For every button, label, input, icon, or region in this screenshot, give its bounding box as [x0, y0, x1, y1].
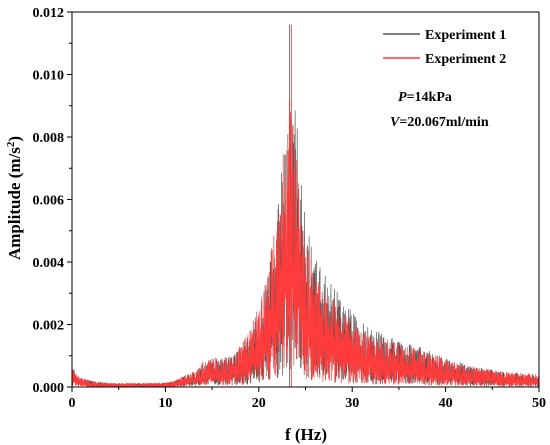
x-tick-label: 10 — [158, 396, 172, 411]
annotation-pressure-value: =14kPa — [407, 90, 452, 105]
y-axis-title-main: Amplitude (m/s — [5, 147, 24, 260]
legend: Experiment 1 Experiment 2 — [383, 28, 506, 67]
legend-label-1: Experiment 1 — [425, 28, 506, 43]
y-axis-title-sup: 2 — [5, 141, 17, 147]
y-tick-label: 0.000 — [33, 381, 65, 396]
annotation-pressure-var: P — [398, 90, 407, 105]
x-tick-label: 30 — [345, 396, 359, 411]
x-tick-label: 50 — [532, 396, 546, 411]
y-tick-label: 0.004 — [33, 256, 65, 271]
y-tick-label: 0.010 — [33, 69, 65, 84]
y-tick-label: 0.006 — [33, 194, 65, 209]
x-tick-label: 20 — [252, 396, 266, 411]
series-2-line — [71, 98, 540, 388]
plot-frame — [71, 11, 540, 388]
y-axis-title: Amplitude (m/s2) — [5, 136, 24, 260]
y-tick-label: 0.002 — [33, 319, 65, 334]
series-layer — [71, 24, 540, 388]
x-tick-label: 0 — [69, 396, 76, 411]
y-tick-label: 0.012 — [33, 6, 65, 21]
y-tick-label: 0.008 — [33, 131, 65, 146]
annotation-flow-rate-var: V — [390, 115, 401, 130]
annotation-flow-rate-value: =20.067ml/min — [399, 115, 488, 130]
x-tick-label: 40 — [439, 396, 453, 411]
x-axis-title: f (Hz) — [285, 425, 327, 444]
y-axis-title-end: ) — [5, 136, 24, 142]
annotation-pressure: P=14kPa — [398, 90, 452, 105]
ticks-layer: 0 10 20 30 40 50 0.000 0.002 0.004 0.006 0.008 0.01… — [33, 6, 547, 411]
legend-label-2: Experiment 2 — [425, 52, 506, 67]
annotation-flow-rate: V=20.067ml/min — [390, 115, 489, 130]
